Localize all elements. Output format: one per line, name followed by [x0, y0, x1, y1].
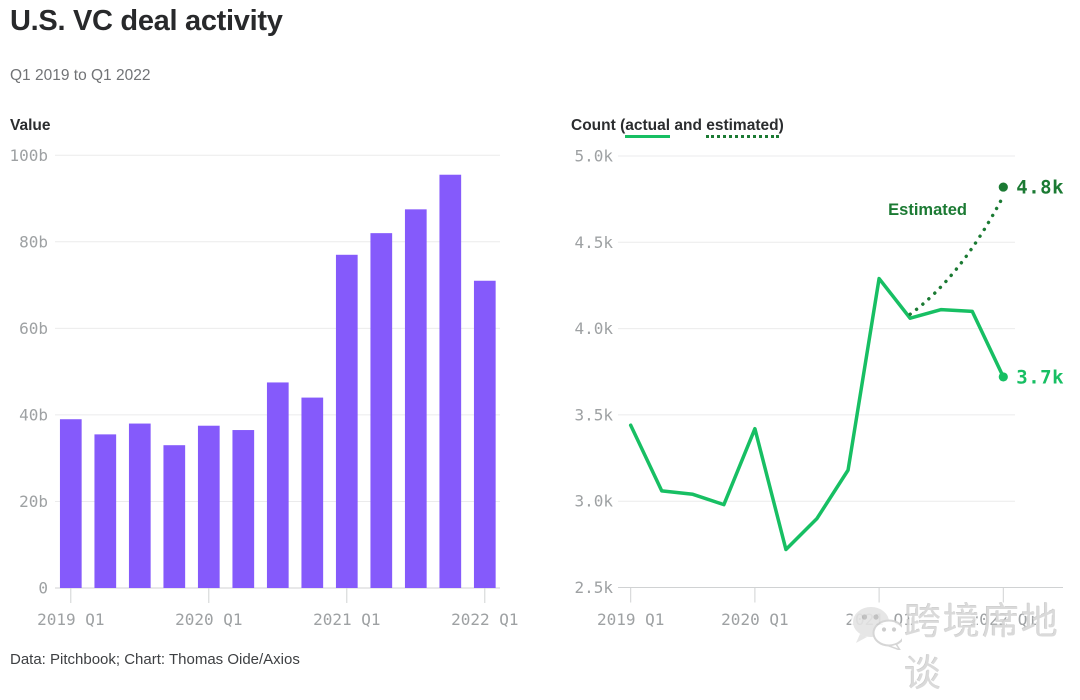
y-tick-label: 40b — [19, 405, 48, 424]
actual-count-line — [628, 276, 1006, 552]
x-tick-label: 2022 Q1 — [970, 610, 1037, 629]
y-tick-label: 20b — [19, 492, 48, 511]
count-label-suffix: ) — [778, 117, 784, 134]
y-tick-label: 0 — [38, 579, 48, 598]
y-tick-label: 3.5k — [574, 405, 613, 424]
y-tick-label: 3.0k — [574, 492, 613, 511]
bar-2019-q4 — [163, 445, 186, 588]
legend-actual: actual — [625, 117, 671, 138]
bar-2020-q1 — [197, 425, 220, 588]
bar-2019-q2 — [94, 434, 117, 588]
y-tick-label: 2.5k — [574, 578, 613, 597]
actual-end-dot — [998, 372, 1008, 382]
bar-2022-q1 — [473, 280, 496, 588]
bar-2020-q2 — [232, 430, 255, 588]
count-label-prefix: Count ( — [571, 117, 626, 134]
y-tick-label: 5.0k — [574, 147, 613, 166]
bar-2020-q3 — [266, 382, 289, 588]
x-tick-label: 2019 Q1 — [37, 610, 104, 629]
bar-2019-q3 — [128, 423, 151, 588]
legend-estimated: estimated — [706, 117, 779, 138]
estimated-end-dot — [998, 182, 1008, 192]
actual-value-label: 3.7k — [1016, 366, 1064, 388]
estimated-value-label: 4.8k — [1016, 177, 1064, 199]
count-line-chart: 2.5k 3.0k 3.5k 4.0k 4.5k 5.0k 2019 Q1 2020 Q1 20… — [574, 147, 1064, 630]
x-tick-label: 2019 Q1 — [597, 610, 664, 629]
value-chart-label: Value — [10, 117, 51, 134]
y-tick-label: 100b — [9, 146, 48, 165]
bar-2019-q1 — [59, 419, 82, 588]
x-tick-label: 2020 Q1 — [175, 610, 242, 629]
wechat-icon — [851, 605, 902, 650]
count-chart-label: Count (actual and estimated) — [571, 117, 784, 138]
watermark-text: 跨境席地谈 — [903, 601, 1060, 694]
chart-credit: Data: Pitchbook; Chart: Thomas Oide/Axio… — [10, 651, 300, 668]
estimated-count-line — [908, 194, 1005, 316]
watermark: 跨境席地谈 — [846, 596, 1080, 700]
y-tick-label: 4.0k — [574, 319, 613, 338]
y-tick-label: 80b — [19, 232, 48, 251]
count-label-mid: and — [670, 117, 707, 134]
bar-2021-q1 — [335, 254, 358, 588]
x-tick-label: 2022 Q1 — [451, 610, 518, 629]
bar-2021-q4 — [439, 174, 462, 588]
estimated-annotation: Estimated — [888, 201, 967, 219]
y-tick-label: 60b — [19, 319, 48, 338]
bar-2021-q3 — [404, 209, 427, 588]
y-tick-label: 4.5k — [574, 233, 613, 252]
bar-2020-q4 — [301, 397, 324, 588]
x-tick-label: 2021 Q1 — [313, 610, 380, 629]
bar-2021-q2 — [370, 233, 393, 588]
page-title: U.S. VC deal activity — [10, 5, 283, 37]
value-bar-chart: 0 20b 40b 60b 80b 100b 2019 Q1 2020 Q1 2021 Q1 20… — [9, 146, 518, 629]
page-subtitle: Q1 2019 to Q1 2022 — [10, 67, 151, 84]
x-tick-label: 2020 Q1 — [721, 610, 788, 629]
